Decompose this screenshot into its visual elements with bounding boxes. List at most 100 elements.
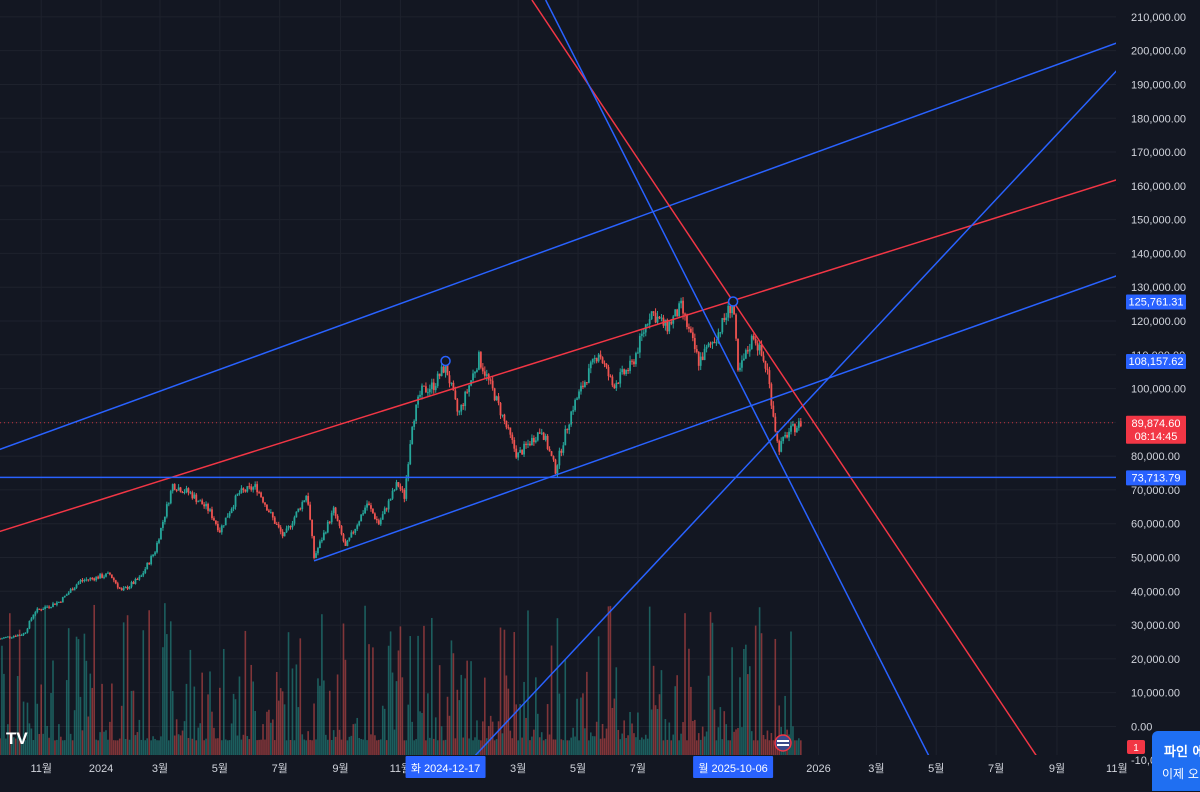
volume-bar bbox=[391, 672, 394, 755]
volume-bar bbox=[648, 606, 651, 755]
candle-body bbox=[114, 580, 117, 584]
popup-subtitle: 이제 오 bbox=[1162, 767, 1199, 781]
candle-body bbox=[181, 492, 184, 494]
candle-body bbox=[554, 459, 557, 474]
candle-body bbox=[591, 358, 594, 363]
tradingview-logo[interactable]: TV bbox=[6, 729, 28, 748]
flag-icon[interactable] bbox=[774, 734, 792, 752]
trend-lines[interactable] bbox=[0, 0, 1152, 788]
candle-body bbox=[754, 339, 757, 344]
x-tick-label: 9월 bbox=[1049, 762, 1065, 775]
candle-body bbox=[67, 592, 70, 595]
volume-bar bbox=[701, 726, 704, 755]
volume-bar bbox=[644, 734, 647, 755]
volume-bar bbox=[505, 675, 508, 755]
volume-bar bbox=[10, 739, 13, 755]
candles[interactable] bbox=[0, 297, 802, 640]
volume-bar bbox=[99, 732, 101, 755]
candle-body bbox=[472, 373, 474, 381]
volume-bar bbox=[792, 726, 794, 755]
candle-body bbox=[542, 432, 545, 440]
volume-bar bbox=[321, 614, 323, 755]
candle-body bbox=[256, 484, 259, 493]
volume-bar bbox=[69, 733, 72, 755]
volume-bar bbox=[18, 629, 21, 755]
volume-bar bbox=[507, 688, 510, 755]
candle-body bbox=[305, 495, 308, 501]
volume-bar bbox=[232, 693, 235, 755]
candle-body bbox=[481, 367, 484, 372]
volume-bar bbox=[595, 721, 598, 755]
candle-body bbox=[527, 443, 529, 445]
volume-bar bbox=[739, 677, 741, 755]
candle-body bbox=[434, 386, 437, 391]
candle-body bbox=[311, 519, 313, 537]
candle-body bbox=[601, 357, 604, 364]
candle-body bbox=[572, 410, 575, 412]
candle-body bbox=[375, 518, 378, 521]
candle-body bbox=[146, 562, 149, 570]
x-tick-label: 11월 bbox=[30, 762, 52, 775]
candle-body bbox=[303, 500, 306, 503]
volume-bar bbox=[705, 731, 708, 755]
volume-bar bbox=[36, 703, 39, 755]
volume-bar bbox=[364, 605, 366, 755]
x-tick-label: 3월 bbox=[510, 762, 526, 775]
volume-bar bbox=[138, 719, 141, 755]
volume-bar bbox=[134, 735, 137, 755]
volume-bar bbox=[42, 733, 44, 755]
volume-bar bbox=[256, 740, 258, 755]
volume-bar bbox=[758, 607, 761, 755]
candle-body bbox=[216, 523, 219, 531]
candle-body bbox=[124, 586, 127, 589]
volume-bar bbox=[399, 626, 402, 755]
candle-body bbox=[193, 494, 196, 499]
candle-body bbox=[413, 420, 416, 427]
volume-bar bbox=[244, 630, 247, 755]
candle-body bbox=[203, 504, 206, 507]
volume-bar bbox=[515, 704, 518, 755]
alert-badge[interactable]: 1 bbox=[1127, 740, 1145, 754]
volume-bar bbox=[122, 622, 125, 755]
volume-bar bbox=[631, 723, 633, 755]
candle-body bbox=[438, 373, 441, 377]
volume-bar bbox=[201, 672, 203, 755]
candle-body bbox=[666, 319, 669, 332]
candle-body bbox=[680, 300, 682, 304]
x-axis[interactable]: 11월 2024 3월 5월 7월 9월 11월 3월 5월 7월 2026 3월 5월 7월 9월 11월 bbox=[30, 762, 1127, 775]
candle-body bbox=[150, 556, 153, 565]
candle-body bbox=[507, 427, 510, 429]
volume-bar bbox=[470, 661, 472, 755]
volume-bar bbox=[715, 740, 718, 755]
candle-body bbox=[552, 456, 555, 460]
candle-body bbox=[794, 424, 796, 433]
candle-body bbox=[171, 484, 174, 492]
candle-body bbox=[619, 372, 622, 384]
y-tick-label: 210,000.00 bbox=[1131, 12, 1186, 24]
candle-body bbox=[703, 348, 706, 360]
volume-bar bbox=[156, 740, 158, 755]
volume-bar bbox=[680, 733, 682, 755]
volume-bar bbox=[262, 724, 264, 755]
promo-popup[interactable]: 파인 에 이제 오 bbox=[1152, 731, 1200, 791]
volume-bar bbox=[403, 740, 406, 755]
volume-bar bbox=[436, 740, 439, 755]
candle-body bbox=[260, 492, 262, 498]
y-axis[interactable]: 210,000.00200,000.00190,000.00180,000.00… bbox=[1131, 12, 1186, 767]
volume-bar bbox=[109, 721, 111, 755]
volume-bar bbox=[152, 736, 154, 755]
volume-bar bbox=[550, 645, 553, 755]
y-tick-label: 70,000.00 bbox=[1131, 485, 1180, 497]
candle-body bbox=[660, 317, 663, 319]
candle-body bbox=[452, 382, 455, 391]
candle-body bbox=[373, 513, 376, 519]
candle-body bbox=[593, 357, 596, 359]
candle-body bbox=[165, 504, 168, 517]
candle-body bbox=[271, 512, 274, 518]
volume-bar bbox=[28, 723, 31, 755]
volume-bar bbox=[309, 739, 311, 755]
candle-body bbox=[75, 584, 78, 588]
